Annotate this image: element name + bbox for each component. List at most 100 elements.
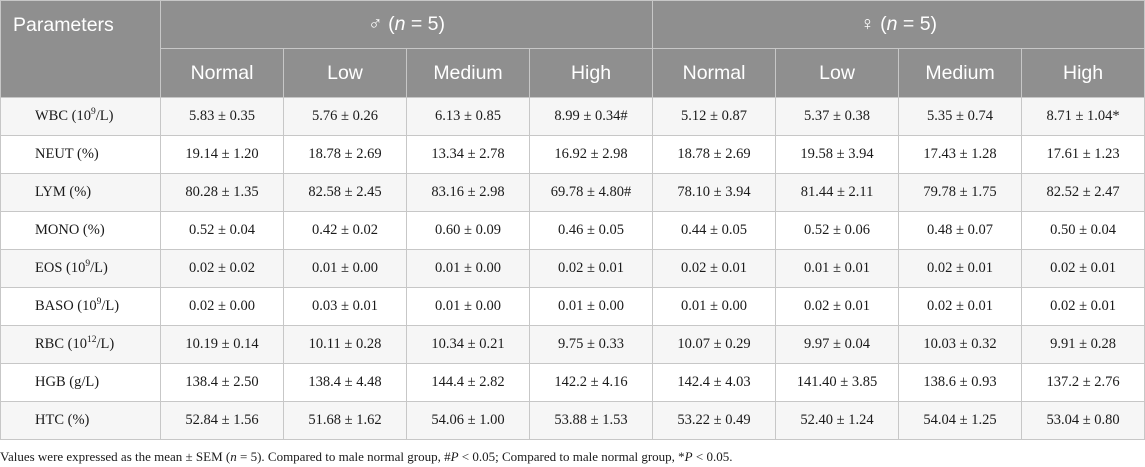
table-cell: 0.01 ± 0.01	[775, 249, 900, 288]
table-cell: 10.19 ± 0.14	[160, 325, 284, 364]
table-cell: 9.91 ± 0.28	[1021, 325, 1145, 364]
table-cell: 0.02 ± 0.01	[1021, 249, 1145, 288]
table-cell: 8.99 ± 0.34#	[528, 97, 654, 136]
table-cell: 0.52 ± 0.04	[160, 211, 284, 250]
table-cell: 0.01 ± 0.00	[406, 287, 530, 326]
table-cell: 10.07 ± 0.29	[652, 325, 777, 364]
male-symbol: ♂	[368, 13, 383, 35]
table-cell: 13.34 ± 2.78	[406, 135, 530, 174]
table-cell: 144.4 ± 2.82	[406, 363, 530, 402]
table-row: WBC (109/L) 5.83 ± 0.35 5.76 ± 0.26 6.13 ± …	[0, 97, 1145, 136]
dose-header-row: Normal Low Medium High Normal Low Medium…	[1, 48, 1145, 98]
parameter-label: LYM (%)	[0, 173, 161, 212]
parameter-label: HGB (g/L)	[0, 363, 161, 402]
table-cell: 0.01 ± 0.00	[528, 287, 654, 326]
table-cell: 0.01 ± 0.00	[652, 287, 777, 326]
table-cell: 0.01 ± 0.00	[283, 249, 407, 288]
table-cell: 69.78 ± 4.80#	[528, 173, 654, 212]
table-cell: 80.28 ± 1.35	[160, 173, 284, 212]
table-cell: 0.02 ± 0.00	[160, 287, 284, 326]
table-cell: 82.58 ± 2.45	[283, 173, 407, 212]
table-cell: 138.4 ± 2.50	[160, 363, 284, 402]
table-cell: 53.88 ± 1.53	[528, 401, 654, 440]
dose-header-female-high: High	[1021, 48, 1145, 98]
table-cell: 5.12 ± 0.87	[652, 97, 777, 136]
hematology-table: Parameters ♂ (n = 5) ♀ (n = 5) Normal Lo…	[0, 0, 1145, 440]
table-cell: 53.22 ± 0.49	[652, 401, 777, 440]
table-cell: 17.43 ± 1.28	[898, 135, 1023, 174]
table-cell: 19.58 ± 3.94	[775, 135, 900, 174]
table-cell: 0.48 ± 0.07	[898, 211, 1023, 250]
table-cell: 142.2 ± 4.16	[528, 363, 654, 402]
parameter-label: RBC (1012/L)	[0, 325, 161, 364]
table-row: NEUT (%) 19.14 ± 1.20 18.78 ± 2.69 13.34 ± …	[0, 135, 1145, 174]
table-row: HGB (g/L) 138.4 ± 2.50 138.4 ± 4.48 144.4 ±…	[0, 363, 1145, 402]
table-cell: 0.46 ± 0.05	[528, 211, 654, 250]
table-cell: 0.44 ± 0.05	[652, 211, 777, 250]
dose-header-female-normal: Normal	[652, 48, 777, 98]
group-header-row: Parameters ♂ (n = 5) ♀ (n = 5)	[0, 0, 1145, 98]
dose-header-male-low: Low	[283, 48, 407, 98]
parameter-label: NEUT (%)	[0, 135, 161, 174]
parameter-label: BASO (109/L)	[0, 287, 161, 326]
table-cell: 138.6 ± 0.93	[898, 363, 1023, 402]
table-cell: 0.42 ± 0.02	[283, 211, 407, 250]
dose-header-female-low: Low	[775, 48, 900, 98]
table-cell: 5.76 ± 0.26	[283, 97, 407, 136]
female-symbol: ♀	[860, 13, 875, 35]
parameter-label: WBC (109/L)	[0, 97, 161, 136]
table-cell: 0.02 ± 0.01	[898, 287, 1023, 326]
table-cell: 19.14 ± 1.20	[160, 135, 284, 174]
female-group-header: ♀ (n = 5)	[652, 0, 1145, 49]
table-cell: 0.60 ± 0.09	[406, 211, 530, 250]
table-row: MONO (%) 0.52 ± 0.04 0.42 ± 0.02 0.60 ± 0.0…	[0, 211, 1145, 250]
table-cell: 5.35 ± 0.74	[898, 97, 1023, 136]
table-cell: 54.04 ± 1.25	[898, 401, 1023, 440]
table-cell: 138.4 ± 4.48	[283, 363, 407, 402]
table-cell: 16.92 ± 2.98	[528, 135, 654, 174]
table-cell: 78.10 ± 3.94	[652, 173, 777, 212]
table-cell: 10.34 ± 0.21	[406, 325, 530, 364]
table-row: HTC (%) 52.84 ± 1.56 51.68 ± 1.62 54.06 ± 1…	[0, 401, 1145, 440]
parameter-label: EOS (109/L)	[0, 249, 161, 288]
parameter-label: HTC (%)	[0, 401, 161, 440]
dose-header-male-normal: Normal	[160, 48, 284, 98]
table-cell: 53.04 ± 0.80	[1021, 401, 1145, 440]
table-cell: 0.02 ± 0.01	[898, 249, 1023, 288]
table-cell: 54.06 ± 1.00	[406, 401, 530, 440]
dose-header-female-medium: Medium	[898, 48, 1023, 98]
table-cell: 8.71 ± 1.04*	[1021, 97, 1145, 136]
male-group-header: ♂ (n = 5)	[159, 0, 654, 49]
table-cell: 5.37 ± 0.38	[775, 97, 900, 136]
table-cell: 79.78 ± 1.75	[898, 173, 1023, 212]
table-cell: 82.52 ± 2.47	[1021, 173, 1145, 212]
table-cell: 10.03 ± 0.32	[898, 325, 1023, 364]
table-cell: 141.40 ± 3.85	[775, 363, 900, 402]
table-cell: 81.44 ± 2.11	[775, 173, 900, 212]
table-cell: 6.13 ± 0.85	[406, 97, 530, 136]
table-footnote: Values were expressed as the mean ± SEM …	[0, 449, 733, 464]
table-cell: 83.16 ± 2.98	[406, 173, 530, 212]
dose-header-male-high: High	[528, 48, 654, 98]
table-cell: 9.97 ± 0.04	[775, 325, 900, 364]
table-cell: 137.2 ± 2.76	[1021, 363, 1145, 402]
table-cell: 18.78 ± 2.69	[652, 135, 777, 174]
table-cell: 0.50 ± 0.04	[1021, 211, 1145, 250]
table-cell: 0.02 ± 0.01	[1021, 287, 1145, 326]
dose-header-male-medium: Medium	[406, 48, 530, 98]
table-cell: 52.84 ± 1.56	[160, 401, 284, 440]
table-cell: 0.02 ± 0.01	[652, 249, 777, 288]
parameters-header: Parameters	[0, 0, 161, 98]
table-cell: 10.11 ± 0.28	[283, 325, 407, 364]
table-cell: 51.68 ± 1.62	[283, 401, 407, 440]
table-cell: 17.61 ± 1.23	[1021, 135, 1145, 174]
table-row: RBC (1012/L) 10.19 ± 0.14 10.11 ± 0.28 10.3…	[0, 325, 1145, 364]
table-row: BASO (109/L) 0.02 ± 0.00 0.03 ± 0.01 0.01 ±…	[0, 287, 1145, 326]
table-cell: 0.02 ± 0.02	[160, 249, 284, 288]
table-row: LYM (%) 80.28 ± 1.35 82.58 ± 2.45 83.16 ± 2…	[0, 173, 1145, 212]
table-cell: 0.52 ± 0.06	[775, 211, 900, 250]
parameter-label: MONO (%)	[0, 211, 161, 250]
table-cell: 0.01 ± 0.00	[406, 249, 530, 288]
table-cell: 0.03 ± 0.01	[283, 287, 407, 326]
table-cell: 5.83 ± 0.35	[160, 97, 284, 136]
